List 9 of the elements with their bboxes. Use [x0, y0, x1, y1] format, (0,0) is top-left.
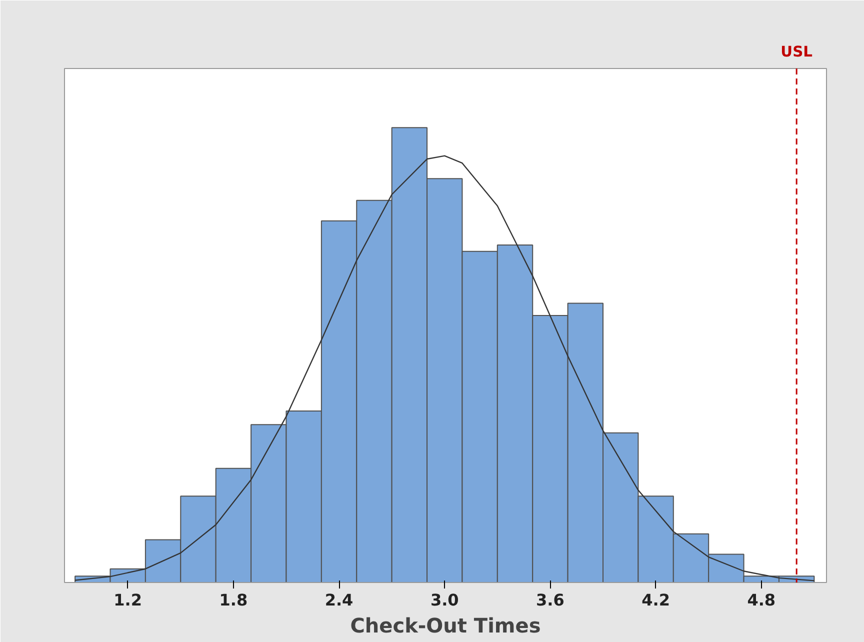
x-tick-label: 2.4	[324, 590, 354, 610]
x-tick-label: 3.0	[430, 590, 459, 610]
x-tick-label: 4.8	[747, 590, 776, 610]
x-tick-label: 4.2	[642, 590, 670, 610]
x-axis-title: Check-Out Times	[350, 614, 541, 638]
ref-line-label: USL	[780, 44, 812, 60]
x-tick-label: 3.6	[536, 590, 564, 610]
x-tick-label: 1.8	[219, 590, 248, 610]
x-tick-label: 1.2	[114, 590, 142, 610]
